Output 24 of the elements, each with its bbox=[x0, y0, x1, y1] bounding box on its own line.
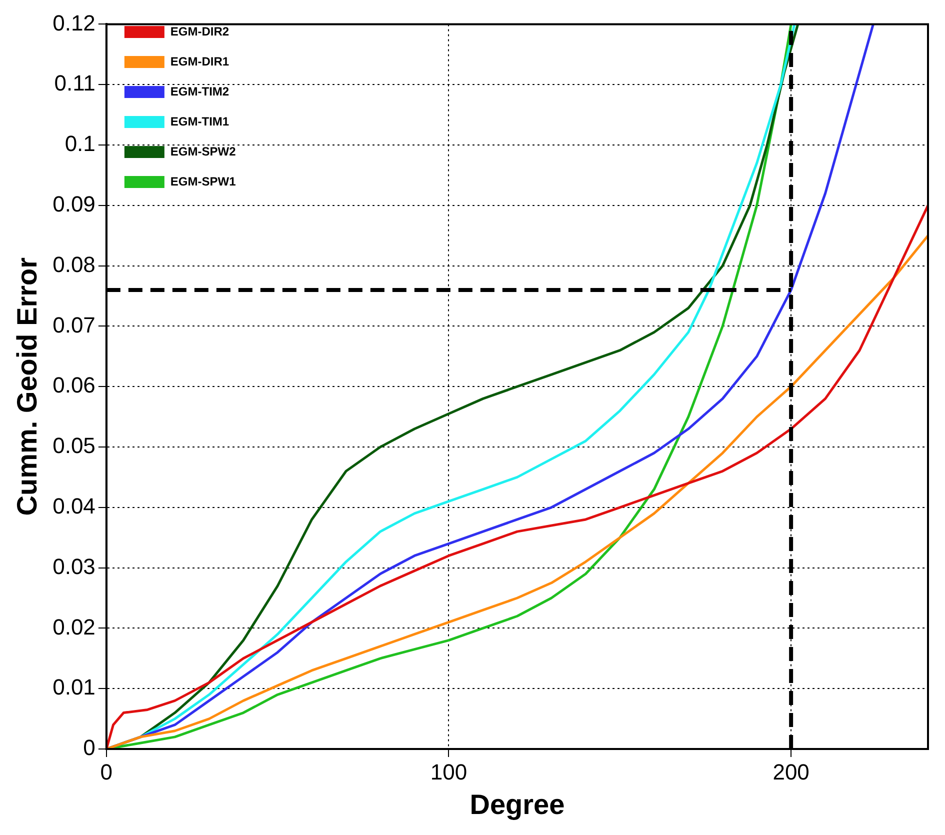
legend-label: EGM-TIM1 bbox=[170, 114, 230, 128]
y-tick-label: 0.08 bbox=[52, 252, 96, 277]
x-axis-title: Degree bbox=[470, 788, 565, 820]
y-tick-label: 0.06 bbox=[52, 372, 96, 398]
x-tick-label: 100 bbox=[430, 759, 468, 784]
y-tick-label: 0.09 bbox=[52, 191, 96, 216]
y-tick-label: 0.01 bbox=[52, 674, 96, 700]
x-tick-label: 200 bbox=[772, 759, 810, 784]
y-tick-label: 0.07 bbox=[52, 312, 96, 338]
legend-label: EGM-TIM2 bbox=[170, 84, 230, 98]
legend-label: EGM-SPW1 bbox=[170, 174, 236, 188]
y-axis-title: Cumm. Geoid Error bbox=[12, 257, 43, 516]
y-tick-label: 0.02 bbox=[52, 614, 96, 640]
legend-label: EGM-DIR1 bbox=[170, 54, 230, 68]
legend-label: EGM-DIR2 bbox=[170, 24, 230, 38]
y-tick-label: 0.12 bbox=[52, 10, 96, 36]
y-tick-label: 0.05 bbox=[52, 433, 96, 458]
legend-label: EGM-SPW2 bbox=[170, 144, 236, 158]
y-tick-label: 0.11 bbox=[54, 70, 96, 96]
y-tick-label: 0 bbox=[83, 735, 96, 760]
y-tick-label: 0.1 bbox=[64, 131, 96, 156]
x-tick-label: 0 bbox=[100, 759, 113, 784]
y-tick-label: 0.04 bbox=[52, 493, 96, 518]
y-tick-label: 0.03 bbox=[52, 554, 96, 579]
